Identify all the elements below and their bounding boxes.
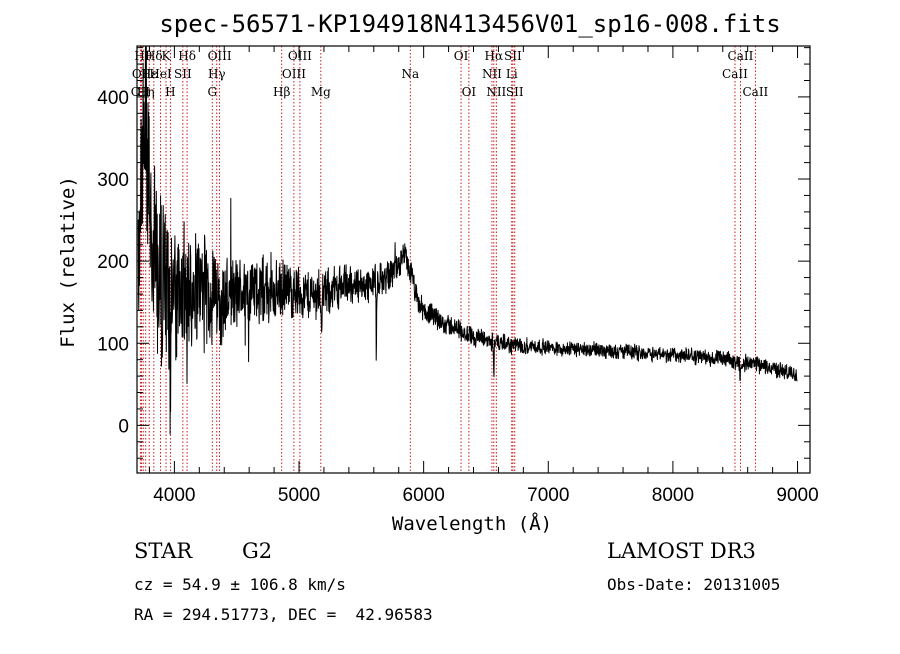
spectral-line-label: Mg [311,85,331,99]
spectral-line-markers [139,46,756,473]
spectrum-line [137,45,798,435]
x-tick-label: 6000 [403,485,445,506]
spectral-line-label: Hβ [273,85,290,99]
coordinates-text: RA = 294.51773, DEC = 42.96583 [134,605,433,624]
y-tick-label: 0 [118,416,129,437]
x-tick-label: 4000 [153,485,195,506]
spectral-line-label: OI [462,85,477,99]
spectral-line-label: Hγ [208,67,226,81]
object-subclass: G2 [242,539,272,563]
spectral-line-label: OIII [282,67,306,81]
spectral-line-label: SII [174,67,192,81]
spectral-line-label: Na [401,67,419,81]
x-tick-label: 5000 [278,485,320,506]
y-tick-label: 200 [97,252,129,273]
x-tick-label: 8000 [652,485,694,506]
redshift-text: cz = 54.9 ± 106.8 km/s [134,575,346,594]
y-tick-label: 100 [97,334,129,355]
spectral-line-label: SII [506,85,524,99]
plot-frame [136,45,811,474]
chart-title: spec-56571-KP194918N413456V01_sp16-008.f… [159,10,780,38]
observation-date: Obs-Date: 20131005 [607,575,780,594]
spectral-line-label: Hθ [134,49,152,63]
object-class: STAR [134,539,193,563]
x-tick-label: 9000 [776,485,818,506]
spectral-line-label: OI [454,49,469,63]
spectral-line-label: Hδ [145,49,163,63]
spectral-line-label: CaII [742,85,768,99]
spectral-line-label: OIII [288,49,312,63]
spectral-line-label: Li [506,67,518,81]
x-tick-label: 7000 [527,485,569,506]
spectral-line-label: H [165,85,175,99]
spectral-line-label: NII [486,85,506,99]
survey-name: LAMOST DR3 [607,539,756,563]
y-tick-label: 300 [97,170,129,191]
spectral-line-label: G [207,85,217,99]
spectral-line-label: NII [482,67,502,81]
spectral-line-label: CaII [728,49,754,63]
axis-ticks: 4000 5000 6000 7000 8000 9000 0 100 200 300 400 [97,46,819,506]
y-tick-label: 400 [97,88,129,109]
spectrum-series [137,45,798,435]
spectral-line-label: SII [504,49,522,63]
spectral-line-label: HeI [149,67,172,81]
spectral-line-label: Hδ [178,49,196,63]
spectral-line-label: OIII [208,49,232,63]
spectral-line-label: CaII [722,67,748,81]
plot-axes [136,45,811,474]
spectral-line-label: K [162,49,172,63]
x-axis-label: Wavelength (Å) [392,512,552,535]
y-axis-label: Flux (relative) [57,176,79,348]
spectral-line-label: Hα [485,49,504,63]
